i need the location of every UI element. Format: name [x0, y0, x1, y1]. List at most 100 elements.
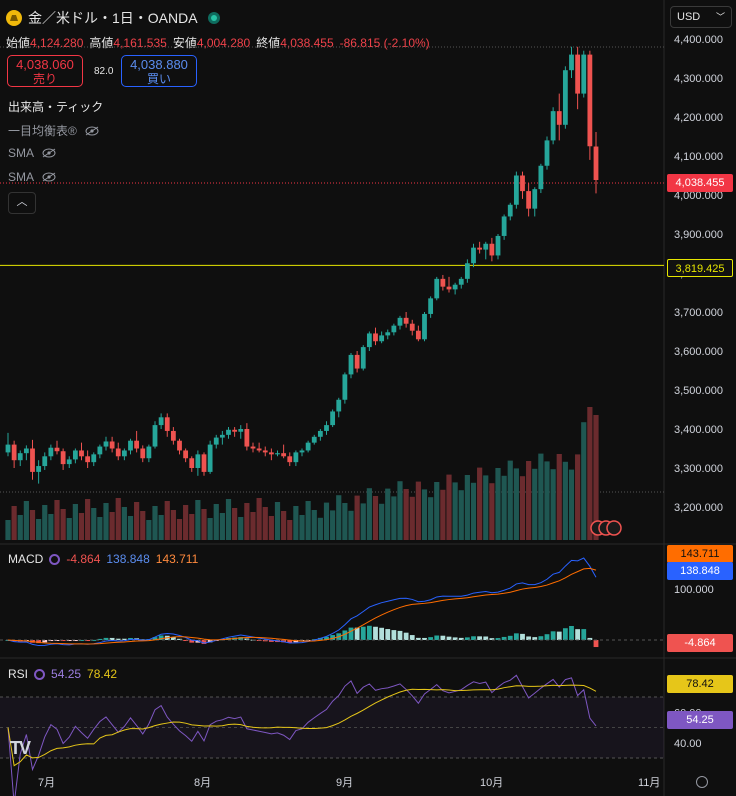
macd-histogram-bar	[483, 636, 489, 640]
volume-bar	[201, 509, 207, 540]
sell-button[interactable]: 4,038.060 売り	[7, 55, 83, 87]
indicator-volume[interactable]: 出来高・ティック	[8, 98, 103, 115]
macd-legend[interactable]: MACD -4.864 138.848 143.711	[8, 552, 198, 566]
macd-histogram-bar	[440, 635, 446, 640]
macd-histogram-bar	[403, 632, 409, 640]
volume-bar	[581, 422, 587, 540]
volume-bar	[170, 510, 176, 540]
volume-bar	[152, 506, 158, 540]
volume-bar	[140, 511, 146, 540]
macd-histogram-bar	[452, 637, 458, 640]
horizontal-line-price-label[interactable]: 3,819.425	[667, 259, 733, 277]
macd-histogram-bar	[391, 630, 397, 640]
macd-histogram-bar	[244, 638, 250, 640]
macd-line	[7, 557, 597, 647]
candle-body	[415, 330, 421, 340]
macd-histogram-bar	[550, 631, 556, 640]
candle-body	[256, 448, 262, 451]
hidden-eye-icon[interactable]	[42, 172, 56, 182]
macd-histogram-bar	[268, 640, 274, 642]
volume-bar	[330, 510, 336, 540]
macd-value: 138.848	[106, 552, 150, 566]
candle-body	[471, 247, 476, 264]
macd-histogram-bar	[501, 636, 507, 640]
rsi-ma-line	[7, 684, 597, 767]
candle-body	[556, 111, 562, 125]
macd-histogram-bar	[195, 640, 201, 643]
candle-body	[489, 243, 495, 256]
tradingview-logo[interactable]: TV	[10, 738, 31, 758]
volume-bar	[489, 483, 495, 540]
collapse-legend-button[interactable]: ︿	[8, 192, 36, 214]
volume-bar	[568, 469, 575, 540]
spread-value: 82.0	[94, 66, 114, 77]
hidden-eye-icon[interactable]	[42, 148, 56, 158]
macd-histogram-bar	[593, 640, 599, 648]
economic-event-flag-icon	[606, 520, 622, 536]
volume-bar	[501, 475, 507, 540]
candle-body	[336, 399, 342, 412]
candle-body	[452, 284, 458, 290]
volume-bar	[544, 461, 550, 540]
hidden-eye-icon[interactable]	[85, 126, 99, 136]
candle-body	[397, 317, 403, 326]
macd-histogram-bar	[324, 636, 329, 640]
macd-histogram-bar	[79, 639, 84, 641]
macd-histogram-bar	[507, 635, 513, 640]
candle-body	[293, 452, 299, 463]
volume-bar	[281, 511, 287, 540]
price-tick-label: 3,200.000	[674, 502, 723, 514]
volume-bar	[477, 467, 483, 540]
buy-button[interactable]: 4,038.880 買い	[121, 55, 197, 87]
indicator-ichimoku[interactable]: 一目均衡表®	[8, 122, 99, 139]
macd-histogram-bar	[428, 637, 434, 640]
macd-signal-axis-label: 143.711	[667, 545, 733, 563]
gold-coin-icon	[6, 10, 22, 26]
candle-body	[422, 313, 427, 340]
candle-body	[366, 333, 372, 348]
volume-bar	[176, 519, 183, 540]
buy-label: 買い	[146, 72, 171, 86]
volume-bar	[336, 495, 342, 540]
rsi-legend[interactable]: RSI 54.25 78.42	[8, 667, 117, 681]
macd-histogram-bar	[379, 627, 385, 640]
candle-body	[299, 450, 305, 453]
indicator-sma-2[interactable]: SMA	[8, 170, 56, 184]
volume-bar	[11, 506, 17, 540]
macd-histogram-bar	[177, 638, 182, 640]
macd-histogram-bar	[91, 639, 97, 641]
macd-histogram-bar	[36, 640, 42, 644]
candle-body	[60, 451, 66, 465]
sell-price: 4,038.060	[16, 57, 74, 72]
candle-body	[232, 429, 238, 432]
macd-histogram-bar	[415, 637, 421, 640]
macd-histogram-bar	[569, 625, 574, 640]
volume-bar	[526, 461, 532, 540]
macd-histogram-bar	[152, 637, 158, 640]
candle-body	[385, 332, 391, 336]
settings-gear-icon[interactable]	[696, 776, 708, 788]
volume-bar	[250, 512, 256, 540]
rsi-value: 54.25	[51, 667, 82, 681]
volume-bar	[458, 490, 464, 540]
volume-bar	[78, 513, 85, 540]
month-label: 11月	[638, 777, 661, 789]
candle-body	[115, 448, 121, 457]
indicator-volume-label: 出来高・ティック	[8, 100, 104, 114]
macd-histogram-bar	[397, 630, 403, 640]
macd-histogram-bar	[183, 640, 189, 641]
rsi-label: RSI	[8, 667, 29, 681]
indicator-sma-1[interactable]: SMA	[8, 146, 56, 160]
candle-body	[409, 323, 415, 331]
volume-bar	[348, 510, 354, 540]
currency-select[interactable]: USD ﹀	[670, 6, 732, 28]
volume-bar	[452, 482, 458, 540]
volume-bar	[268, 516, 274, 540]
macd-histogram-bar	[60, 640, 66, 642]
volume-bar	[146, 520, 152, 540]
symbol-title[interactable]: 金／米ドル・1日・OANDA	[28, 10, 198, 26]
indicator-cycle-icon	[49, 553, 61, 565]
symbol-header[interactable]: 金／米ドル・1日・OANDA	[6, 8, 220, 28]
volume-bar	[195, 500, 201, 540]
